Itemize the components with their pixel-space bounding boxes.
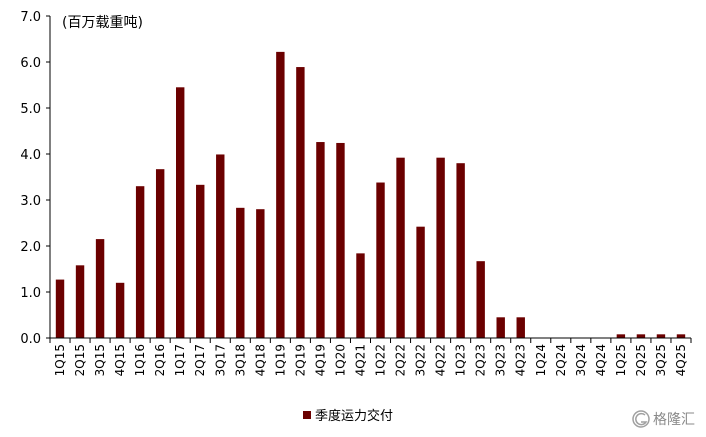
watermark-logo-icon — [632, 410, 650, 428]
x-tick-label: 1Q16 — [133, 344, 147, 376]
bar — [676, 334, 686, 338]
x-tick-label: 3Q17 — [213, 344, 227, 376]
x-tick-label: 4Q22 — [434, 344, 448, 376]
watermark-text: 格隆汇 — [653, 412, 695, 428]
x-tick-label: 3Q18 — [233, 344, 247, 376]
y-tick-label: 7.0 — [20, 10, 41, 25]
x-tick-label: 1Q22 — [374, 344, 388, 376]
x-tick-label: 2Q15 — [73, 344, 87, 376]
x-tick-label: 4Q25 — [674, 344, 688, 376]
x-tick-label: 2Q16 — [153, 344, 167, 376]
bar — [176, 87, 185, 338]
x-tick-label: 1Q23 — [454, 344, 468, 376]
x-tick-label: 3Q15 — [93, 344, 107, 376]
unit-label: (百万载重吨) — [62, 15, 143, 31]
bar — [55, 279, 65, 338]
x-tick-label: 1Q19 — [273, 344, 287, 376]
bar — [376, 182, 385, 338]
x-axis: 1Q15 2Q15 3Q15 4Q15 1Q16 2Q16 1Q17 2Q17 3Q17 3Q18… — [49, 337, 692, 376]
bar — [396, 157, 405, 338]
x-tick-label: 1Q25 — [614, 344, 628, 376]
bars — [55, 51, 686, 338]
x-tick-label: 2Q19 — [293, 344, 307, 376]
bar — [496, 317, 505, 338]
y-tick-label: 3.0 — [20, 194, 41, 209]
bar — [236, 207, 245, 338]
x-tick-label: 1Q15 — [53, 344, 67, 376]
bar — [256, 209, 265, 338]
y-tick-label: 4.0 — [20, 148, 41, 163]
x-tick-label: 4Q23 — [514, 344, 528, 376]
bar — [636, 334, 646, 338]
x-tick-label: 4Q15 — [113, 344, 127, 376]
x-tick-label: 4Q21 — [353, 344, 367, 376]
x-tick-label: 3Q25 — [654, 344, 668, 376]
y-tick-label: 2.0 — [20, 240, 41, 255]
x-tick-label: 1Q20 — [333, 344, 347, 376]
legend-label: 季度运力交付 — [315, 408, 393, 424]
bar — [135, 186, 145, 338]
bar — [296, 67, 305, 338]
bar — [456, 163, 465, 338]
bar — [196, 184, 205, 338]
bar — [75, 265, 85, 338]
bar — [316, 142, 325, 338]
bar — [616, 334, 626, 338]
x-tick-label: 1Q17 — [173, 344, 187, 376]
x-tick-label: 4Q24 — [594, 344, 608, 376]
y-tick-label: 1.0 — [20, 286, 41, 301]
bar — [436, 157, 445, 338]
bar — [95, 239, 105, 338]
y-tick-label: 6.0 — [20, 56, 41, 71]
bar — [656, 334, 666, 338]
bar — [516, 317, 525, 338]
bar — [336, 142, 345, 338]
bar — [416, 226, 425, 338]
x-tick-label: 3Q23 — [494, 344, 508, 376]
y-axis: 0.0 1.0 2.0 3.0 4.0 5.0 6.0 7.0 — [20, 10, 51, 347]
bar — [155, 169, 165, 338]
x-tick-label: 3Q22 — [414, 344, 428, 376]
x-tick-label: 2Q24 — [554, 344, 568, 376]
x-tick-label: 2Q17 — [193, 344, 207, 376]
x-tick-label: 4Q18 — [253, 344, 267, 376]
y-tick-label: 0.0 — [20, 332, 41, 347]
bar — [476, 261, 485, 338]
x-tick-label: 4Q19 — [313, 344, 327, 376]
watermark: 格隆汇 — [632, 410, 695, 428]
bar — [356, 253, 365, 338]
bar — [276, 51, 285, 338]
x-tick-label: 2Q22 — [394, 344, 408, 376]
y-tick-label: 5.0 — [20, 102, 41, 117]
legend-swatch — [303, 411, 311, 419]
x-tick-label: 2Q23 — [474, 344, 488, 376]
bar — [115, 282, 125, 338]
legend: 季度运力交付 — [303, 408, 393, 424]
x-tick-label: 3Q24 — [574, 344, 588, 376]
x-tick-label: 1Q24 — [534, 344, 548, 376]
x-tick-label: 2Q25 — [634, 344, 648, 376]
bar — [216, 154, 225, 338]
